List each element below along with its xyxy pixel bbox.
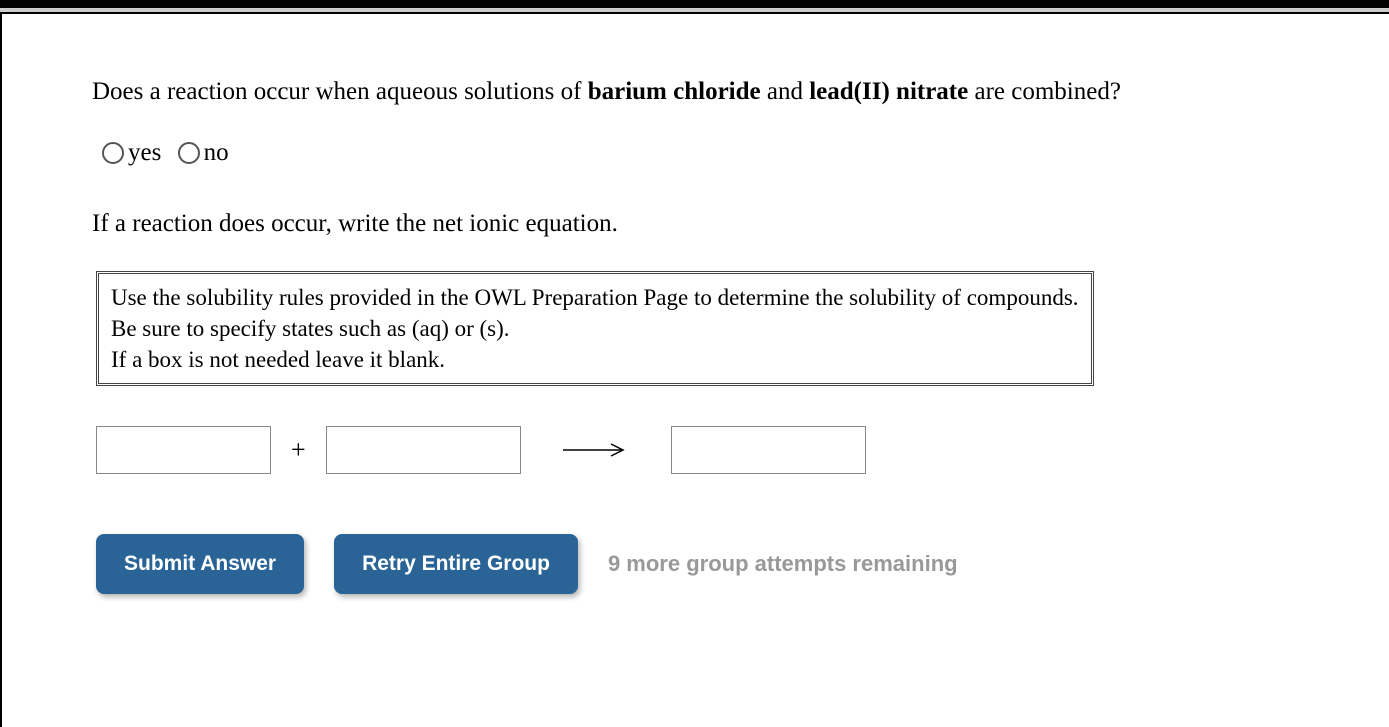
radio-no-label: no [204, 139, 229, 167]
question-text-suffix: are combined? [968, 78, 1121, 105]
radio-yes-label: yes [128, 139, 161, 167]
reaction-arrow-icon [561, 440, 631, 460]
hint-line-3: If a box is not needed leave it blank. [111, 344, 1079, 375]
yes-no-radio-group: yes no [102, 139, 1309, 171]
question-prompt: Does a reaction occur when aqueous solut… [92, 74, 1309, 109]
top-bar-dark [0, 0, 1389, 8]
content-frame: Does a reaction occur when aqueous solut… [0, 12, 1389, 727]
attempts-remaining-text: 9 more group attempts remaining [608, 551, 958, 577]
button-row: Submit Answer Retry Entire Group 9 more … [96, 534, 1309, 594]
radio-option-yes[interactable]: yes [102, 139, 161, 167]
equation-row: + [96, 426, 1309, 474]
retry-group-button[interactable]: Retry Entire Group [334, 534, 578, 594]
submit-answer-button[interactable]: Submit Answer [96, 534, 304, 594]
instruction-text: If a reaction does occur, write the net … [92, 206, 1309, 241]
plus-operator: + [291, 435, 306, 465]
reactant-1-input[interactable] [96, 426, 271, 474]
question-chemical-1: barium chloride [588, 78, 761, 105]
hint-line-1: Use the solubility rules provided in the… [111, 282, 1079, 313]
hint-box-inner: Use the solubility rules provided in the… [101, 276, 1089, 381]
question-chemical-2: lead(II) nitrate [809, 78, 968, 105]
reactant-2-input[interactable] [326, 426, 521, 474]
radio-yes[interactable] [102, 142, 124, 164]
radio-option-no[interactable]: no [178, 139, 229, 167]
question-text-middle: and [761, 78, 810, 105]
hint-line-2: Be sure to specify states such as (aq) o… [111, 313, 1079, 344]
hint-box: Use the solubility rules provided in the… [96, 271, 1094, 386]
product-1-input[interactable] [671, 426, 866, 474]
question-text-prefix: Does a reaction occur when aqueous solut… [92, 78, 588, 105]
radio-no[interactable] [178, 142, 200, 164]
question-content: Does a reaction occur when aqueous solut… [2, 14, 1389, 634]
